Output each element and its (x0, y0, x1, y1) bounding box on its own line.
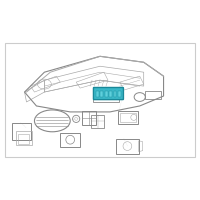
Bar (109, 91, 112, 97)
Bar (12, 123, 31, 140)
Bar (60, 133, 80, 147)
Bar (105, 91, 108, 97)
Bar (118, 91, 121, 97)
Bar (118, 111, 138, 124)
Bar (18, 134, 29, 144)
Bar (120, 113, 136, 122)
Bar (82, 111, 96, 125)
Bar (96, 91, 99, 97)
Bar (100, 91, 103, 97)
Bar (114, 91, 116, 97)
Bar (93, 92, 119, 102)
Bar (145, 91, 161, 99)
Bar (91, 115, 104, 128)
Bar (16, 131, 32, 145)
FancyBboxPatch shape (93, 87, 123, 100)
Bar (116, 139, 139, 154)
